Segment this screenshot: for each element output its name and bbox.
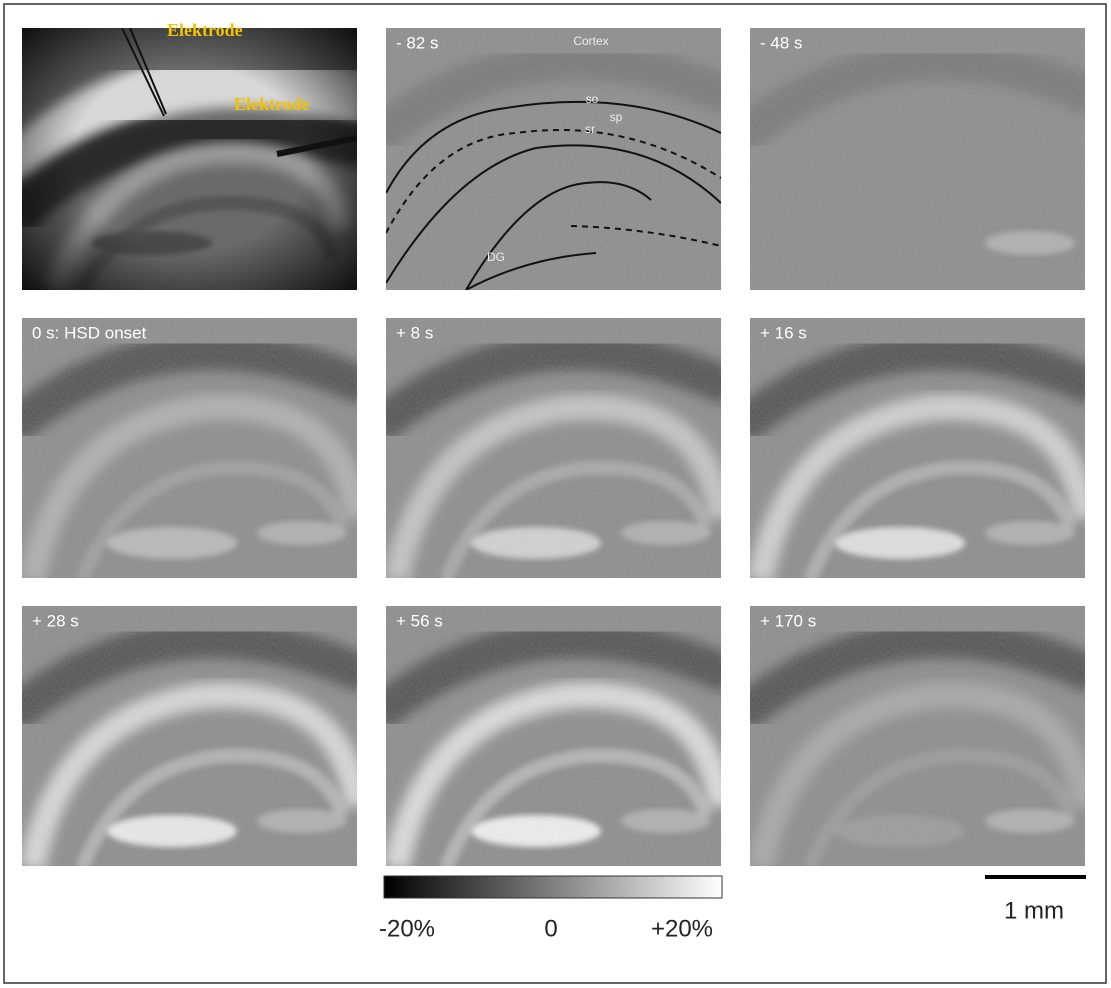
panel-image: [12, 318, 367, 580]
image-panel: + 16 s: [740, 318, 1095, 580]
image-panel: 0 s: HSD onset: [12, 318, 367, 580]
noise: [386, 606, 721, 868]
panel-image: [740, 28, 1095, 290]
image-panel: - 48 s: [740, 28, 1095, 290]
image-panel: + 28 s: [12, 606, 367, 868]
time-label: 0 s: HSD onset: [32, 323, 147, 342]
panel-image: [740, 606, 1095, 868]
panel-image: [376, 606, 731, 868]
image-panel: + 8 s: [376, 318, 731, 580]
panel-image: [376, 318, 731, 580]
overview-panel: Elektrode Elektrode: [12, 20, 367, 290]
electrode-label: Elektrode: [167, 20, 243, 40]
layer-label: sr: [585, 122, 595, 136]
panel-image: [376, 28, 731, 290]
electrode-label: Elektrode: [234, 94, 310, 114]
scale-bar-label: 1 mm: [1004, 897, 1064, 924]
colorbar: [384, 876, 722, 898]
layer-label: DG: [487, 250, 505, 264]
colorbar-label: 0: [544, 915, 557, 942]
noise: [22, 318, 357, 580]
panel-image: [740, 318, 1095, 580]
time-label: + 56 s: [396, 611, 443, 630]
noise: [22, 606, 357, 868]
time-label: - 48 s: [760, 33, 803, 52]
time-label: + 16 s: [760, 323, 807, 342]
noise: [750, 318, 1085, 580]
page: Elektrode Elektrode Cortex sosp sr DG - 82 s…: [0, 0, 1111, 988]
noise: [750, 28, 1085, 290]
time-label: + 8 s: [396, 323, 433, 342]
colorbar-label: -20%: [379, 915, 435, 942]
layer-label: Cortex: [573, 34, 608, 48]
noise: [386, 318, 721, 580]
panel-image: [12, 606, 367, 868]
layer-label: sp: [610, 110, 623, 124]
time-label: + 28 s: [32, 611, 79, 630]
time-label: - 82 s: [396, 33, 439, 52]
image-panel: + 56 s: [376, 606, 731, 868]
figure: Elektrode Elektrode Cortex sosp sr DG - 82 s…: [0, 0, 1111, 988]
noise: [386, 28, 721, 290]
layer-label: so: [586, 92, 599, 106]
noise: [750, 606, 1085, 868]
image-panel: + 170 s: [740, 606, 1095, 868]
colorbar-label: +20%: [651, 915, 713, 942]
time-label: + 170 s: [760, 611, 816, 630]
